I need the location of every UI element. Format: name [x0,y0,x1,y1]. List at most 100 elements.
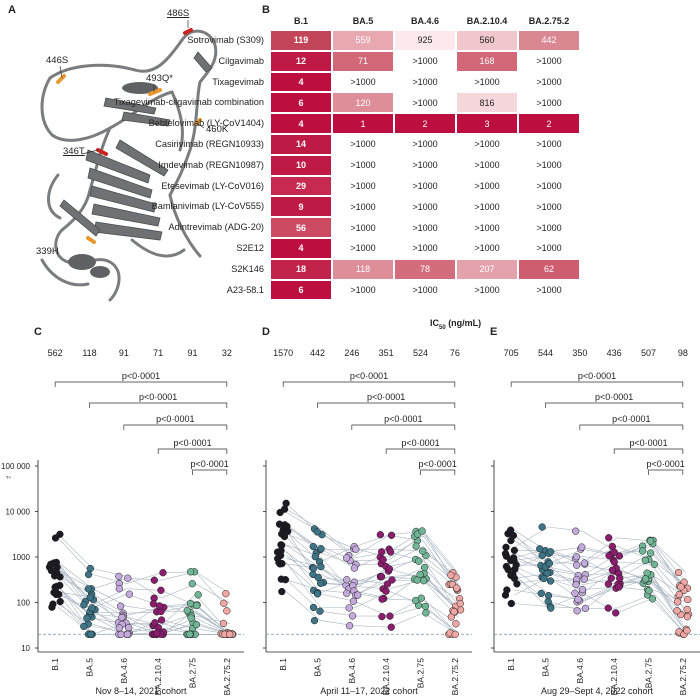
data-point [538,523,546,531]
data-point [616,574,624,583]
heatmap-cell: >1000 [456,279,518,301]
data-point [385,565,394,573]
data-point [151,619,159,627]
residue-label-339h: 339H [36,246,59,257]
subject-trajectory [513,569,687,632]
data-point [547,604,555,612]
data-point [86,564,94,573]
data-point [309,603,318,612]
data-point [422,609,430,617]
heatmap-cell: >1000 [394,175,456,197]
data-point [453,584,461,592]
data-point [282,499,290,507]
data-point [501,549,510,558]
data-point [278,587,286,596]
gmt-value: 544 [538,348,553,358]
x-category-label: BA.2.75 [644,658,654,689]
pvalue-label: p<0·0001 [612,414,650,424]
heatmap-cell: 560 [456,30,518,51]
data-point [277,547,285,555]
pvalue-label: p<0·0001 [401,438,439,448]
pvalue-label: p<0·0001 [191,459,229,469]
data-point [226,630,234,638]
data-point [507,536,515,545]
data-point [124,623,133,632]
heatmap-cell: >1000 [332,71,394,93]
gmt-value: 351 [379,348,394,358]
data-point [342,554,351,562]
subject-trajectory [57,572,231,633]
gmt-value: 562 [48,348,63,358]
heatmap-row-label: Tixagevimab-cilgavimab combination [113,97,264,108]
data-point [610,548,618,556]
heatmap-cell: 1 [332,113,394,134]
data-point [416,570,424,579]
data-point [115,624,123,632]
subject-trajectory [285,562,459,634]
pvalue-label: p<0·0001 [139,392,177,402]
subject-trajectory [57,606,230,635]
data-point [115,572,123,581]
data-point [309,564,318,572]
data-point [47,560,55,568]
data-point [578,585,587,594]
heatmap-row-label: Bebtelovimab (LY-CoV1404) [148,118,264,129]
x-category-label: BA.2.75 [416,658,426,689]
data-point [419,547,427,555]
residue-label-493q: 493Q* [146,73,173,84]
data-point [607,574,615,582]
data-point [386,612,394,620]
data-point [124,574,132,582]
x-category-label: BA.2.10.4 [381,658,391,696]
data-point [544,591,553,600]
heatmap-cell: >1000 [518,134,580,155]
heatmap-cell: 4 [270,113,332,134]
gmt-value: 350 [572,348,587,358]
heatmap-cell: >1000 [518,50,580,72]
data-point [509,554,518,562]
heatmap-cell: 6 [270,92,332,114]
x-category-label: BA.2.75.2 [450,658,460,696]
pvalue-bracket [648,469,684,475]
heatmap-cell: >1000 [456,238,518,259]
gmt-value: 436 [607,348,622,358]
heatmap-cell: 78 [394,258,456,280]
data-point [157,616,166,624]
data-point [421,602,430,611]
data-point [650,560,659,569]
data-point [538,551,546,560]
heatmap-row-label: Cilgavimab [218,55,264,66]
data-point [155,602,164,610]
x-category-label: BA.4.6 [575,658,585,684]
pvalue-label: p<0·0001 [156,414,194,424]
heatmap-cell: 2 [518,113,580,134]
data-point [418,527,426,535]
heatmap-row-label: Tixagevimab [212,76,264,87]
heatmap-cell: 168 [456,50,518,72]
heatmap-cell: >1000 [332,134,394,155]
data-point [646,549,655,557]
y-tick-label: 1000 [12,553,30,562]
heatmap-cell: >1000 [332,238,394,259]
panel-letter-b: B [262,4,270,16]
gmt-value: 91 [119,348,129,358]
data-point [186,568,195,576]
data-point [382,587,390,595]
heatmap-cell: >1000 [394,196,456,218]
data-point [188,580,196,588]
data-point [546,548,555,556]
data-point [313,528,321,536]
cohort-label: Aug 29–Sept 4, 2022 cohort [541,686,654,696]
heatmap-cell: >1000 [394,71,456,93]
heatmap-row-label: Sotrovimab (S309) [187,35,264,45]
heatmap-cell: 559 [332,30,394,51]
data-point [350,564,359,572]
data-point [507,599,515,608]
data-point [674,568,683,577]
gmt-value: 118 [82,348,96,358]
panel-letter-c: C [34,326,42,338]
panel-letter-d: D [262,326,270,338]
data-point [581,604,590,613]
pvalue-bracket [545,402,684,408]
data-point [386,548,395,556]
